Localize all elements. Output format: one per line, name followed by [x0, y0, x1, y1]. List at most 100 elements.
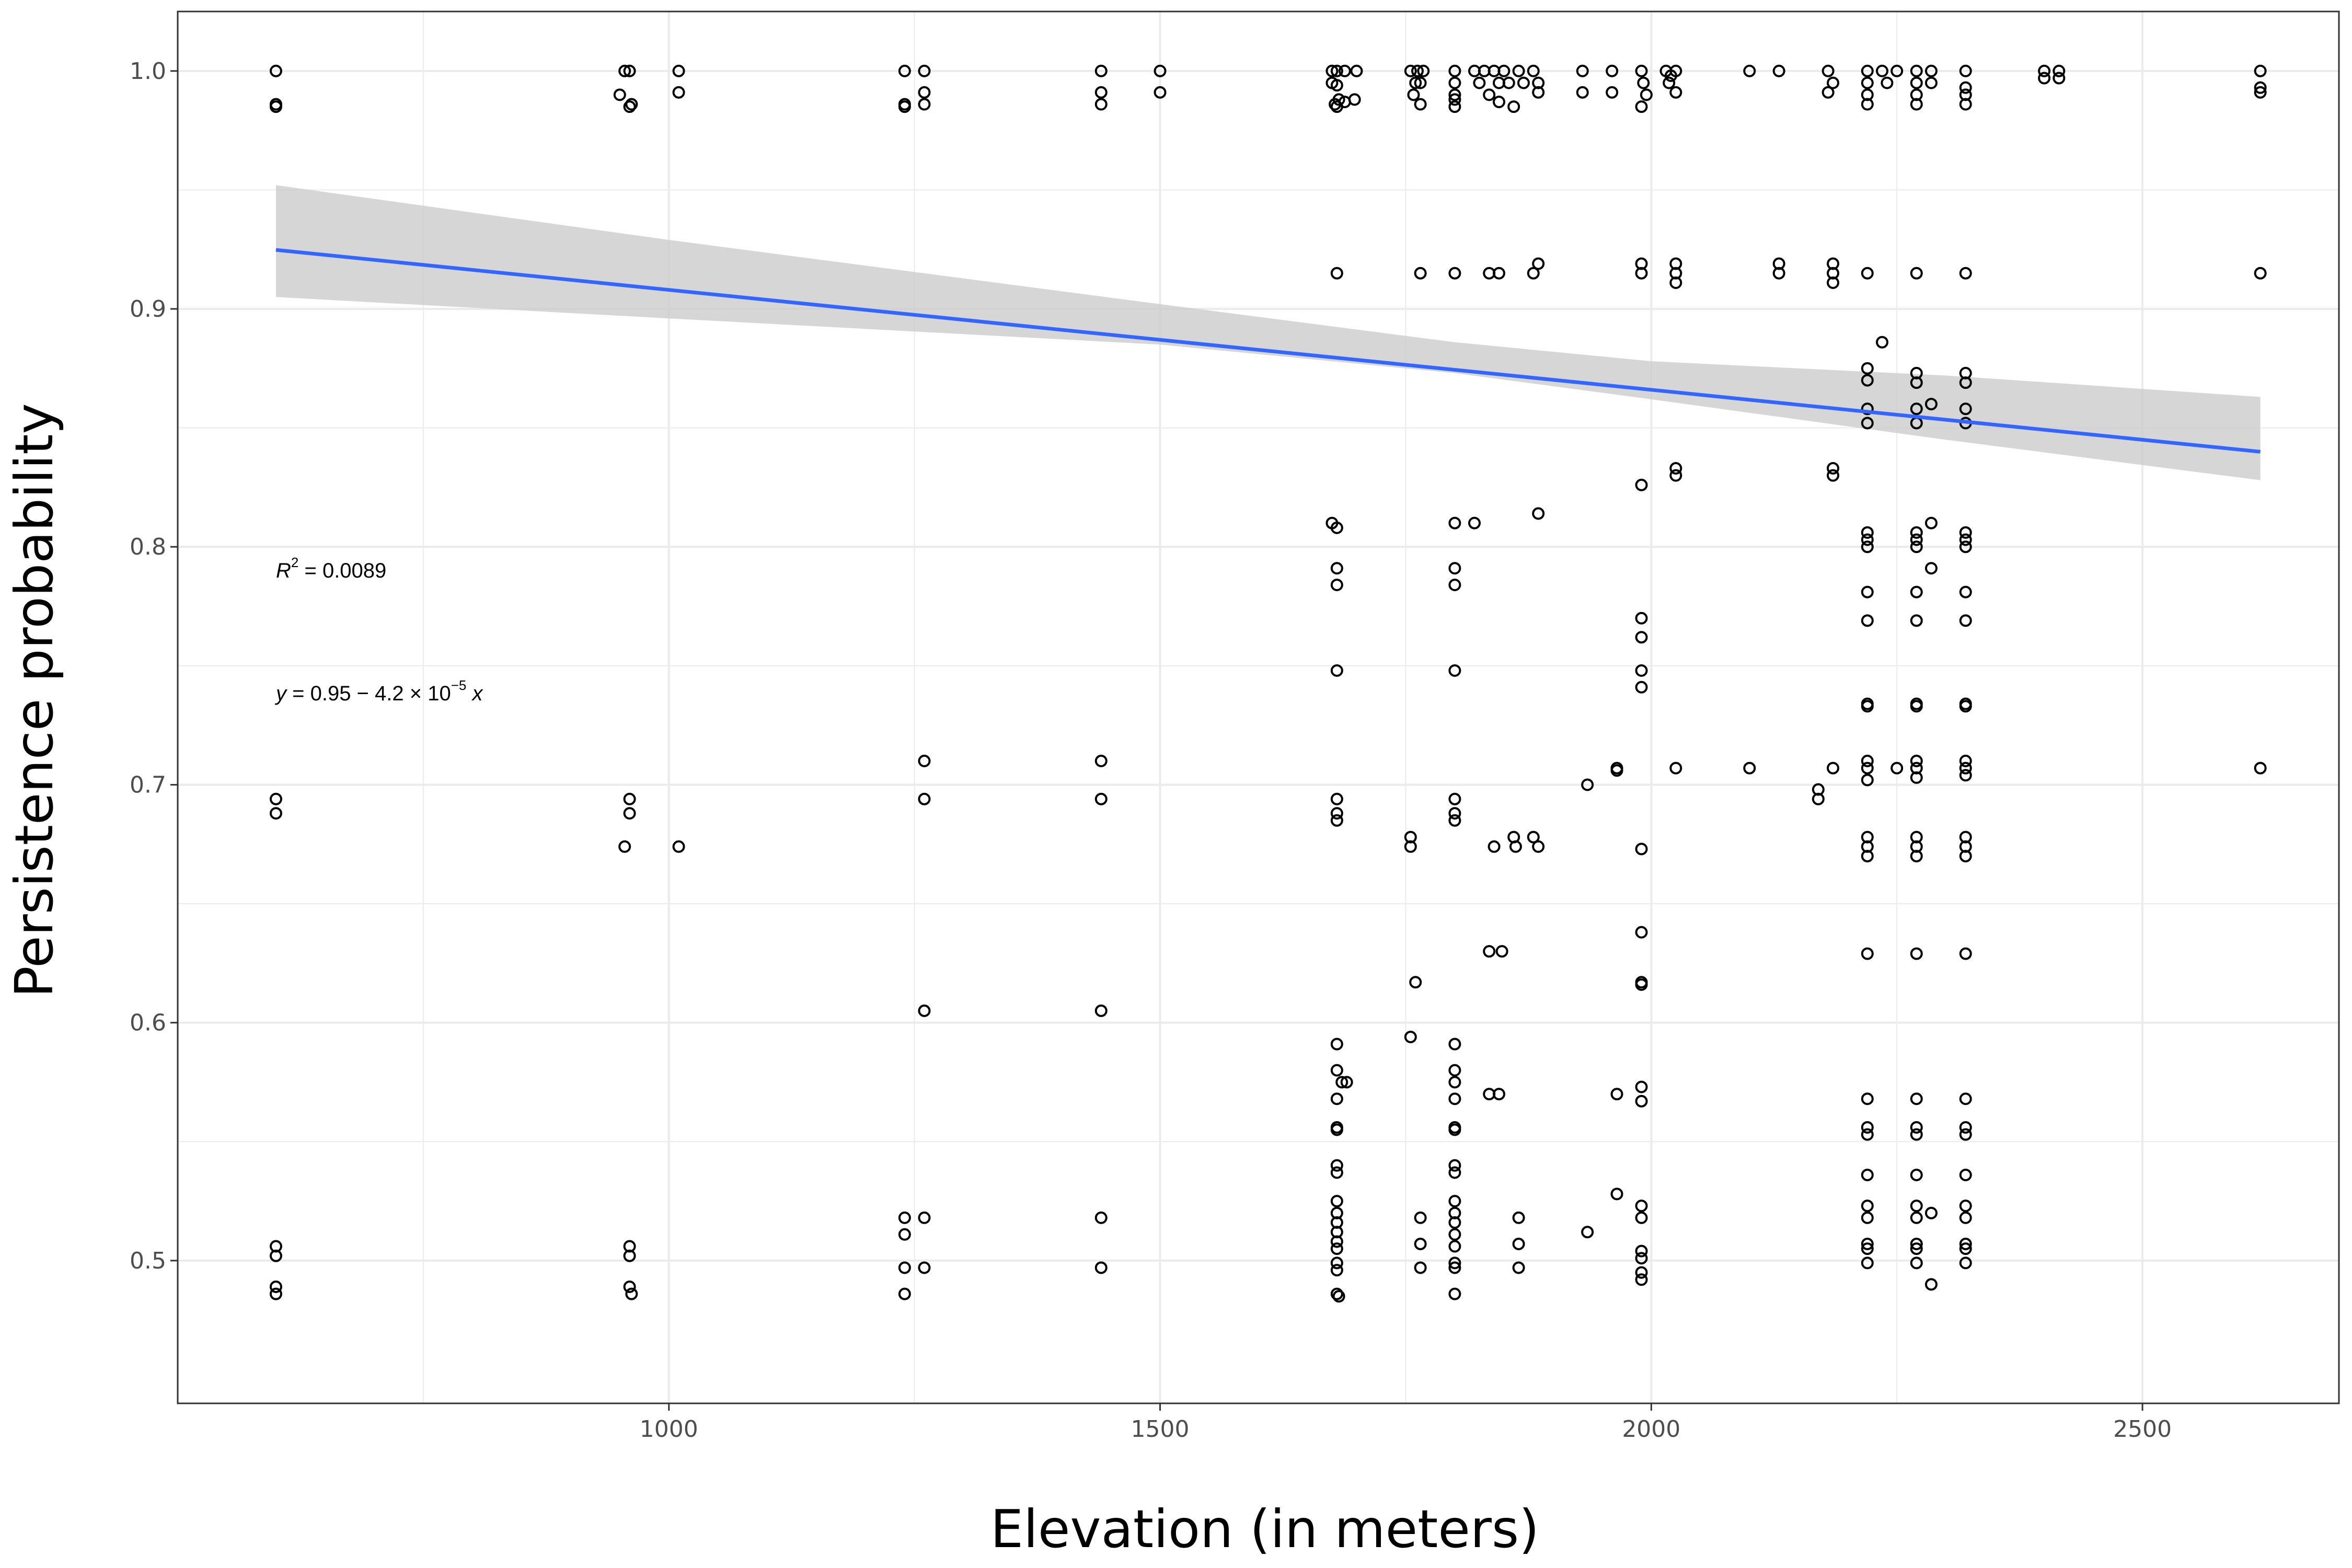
data-point	[1635, 843, 1648, 856]
data-point	[2038, 64, 2051, 77]
data-point	[1448, 562, 1461, 575]
data-point	[1492, 1088, 1505, 1101]
data-point	[1532, 507, 1545, 520]
data-point	[1502, 76, 1515, 89]
data-point	[1448, 1261, 1461, 1274]
y-tick-label: 0.7	[130, 771, 166, 798]
x-tick-label: 1500	[1131, 1416, 1190, 1443]
data-point	[1448, 1092, 1461, 1105]
data-point	[2254, 267, 2267, 280]
data-point	[1414, 1238, 1427, 1251]
y-tick-label: 0.8	[130, 534, 166, 560]
data-point	[1635, 1252, 1648, 1265]
data-point	[1910, 76, 1923, 89]
data-point	[1448, 516, 1461, 529]
data-point	[1959, 526, 1972, 539]
data-point	[1330, 64, 1343, 77]
data-point	[1414, 76, 1427, 89]
data-point	[1827, 76, 1840, 89]
data-point	[1330, 1123, 1343, 1136]
data-point	[1414, 267, 1427, 280]
data-point	[1448, 1195, 1461, 1208]
data-point	[1910, 754, 1923, 767]
data-point	[1330, 814, 1343, 827]
data-point	[1910, 1242, 1923, 1255]
data-point	[1610, 764, 1623, 777]
r-squared-annotation: R2 = 0.0089	[276, 555, 386, 582]
data-point	[1959, 98, 1972, 111]
data-point	[1635, 612, 1648, 625]
data-point	[1861, 1256, 1874, 1270]
data-point	[1910, 1128, 1923, 1141]
data-point	[1959, 1242, 1972, 1255]
data-point	[1959, 850, 1972, 863]
data-point	[1492, 267, 1505, 280]
r2-value: = 0.0089	[298, 559, 386, 582]
data-point	[1959, 1238, 1972, 1251]
data-point	[1532, 840, 1545, 853]
data-point	[1606, 86, 1619, 99]
data-point	[1861, 417, 1874, 430]
data-point	[1407, 88, 1420, 101]
data-point	[269, 64, 282, 77]
data-point	[1861, 533, 1874, 546]
data-point	[2254, 64, 2267, 77]
data-point	[1495, 945, 1508, 958]
data-point	[1483, 945, 1496, 958]
data-point	[1812, 792, 1825, 805]
data-point	[1861, 1211, 1874, 1224]
data-point	[1910, 947, 1923, 960]
data-point	[1827, 469, 1840, 482]
data-point	[1330, 1235, 1343, 1248]
data-point	[1610, 1088, 1623, 1101]
y-axis-title: Persistence probability	[4, 403, 65, 997]
data-point	[1635, 1200, 1648, 1213]
data-point	[1635, 926, 1648, 939]
data-point	[1330, 1195, 1343, 1208]
data-point	[1910, 526, 1923, 539]
data-point	[1414, 98, 1427, 111]
data-point	[1669, 64, 1682, 77]
data-point	[1332, 1290, 1345, 1303]
data-point	[1154, 86, 1167, 99]
data-point	[1094, 1211, 1108, 1224]
data-point	[1861, 1238, 1874, 1251]
data-point	[1910, 540, 1923, 554]
data-point	[1959, 762, 1972, 775]
data-point	[1581, 1226, 1594, 1239]
data-point	[1910, 376, 1923, 389]
data-point	[1890, 762, 1904, 775]
data-point	[1861, 1200, 1874, 1213]
data-point	[898, 1261, 911, 1274]
data-point	[1772, 64, 1785, 77]
data-point	[2254, 86, 2267, 99]
panel-border	[177, 10, 2340, 1404]
data-point	[1924, 1206, 1938, 1219]
data-point	[1512, 1261, 1525, 1274]
data-point	[1330, 1092, 1343, 1105]
data-point	[1924, 76, 1938, 89]
data-point	[269, 807, 282, 820]
data-point	[1512, 64, 1525, 77]
data-point	[1330, 562, 1343, 575]
data-point	[1448, 93, 1461, 106]
data-point	[1663, 76, 1676, 89]
data-point	[1635, 664, 1648, 677]
data-point	[1448, 1064, 1461, 1077]
data-point	[1743, 64, 1756, 77]
data-point	[1094, 792, 1108, 805]
data-point	[1910, 402, 1923, 416]
data-point	[1924, 562, 1938, 575]
data-point	[898, 1228, 911, 1241]
x-tick-label: 1000	[640, 1416, 698, 1443]
data-point	[1348, 93, 1361, 106]
data-point	[1414, 1261, 1427, 1274]
data-point	[1448, 1216, 1461, 1229]
data-point	[918, 792, 931, 805]
data-point	[1448, 1228, 1461, 1241]
data-point	[1635, 1094, 1648, 1108]
data-point	[1330, 1287, 1343, 1300]
data-point	[1330, 267, 1343, 280]
data-point	[269, 1249, 282, 1262]
data-point	[1669, 86, 1682, 99]
